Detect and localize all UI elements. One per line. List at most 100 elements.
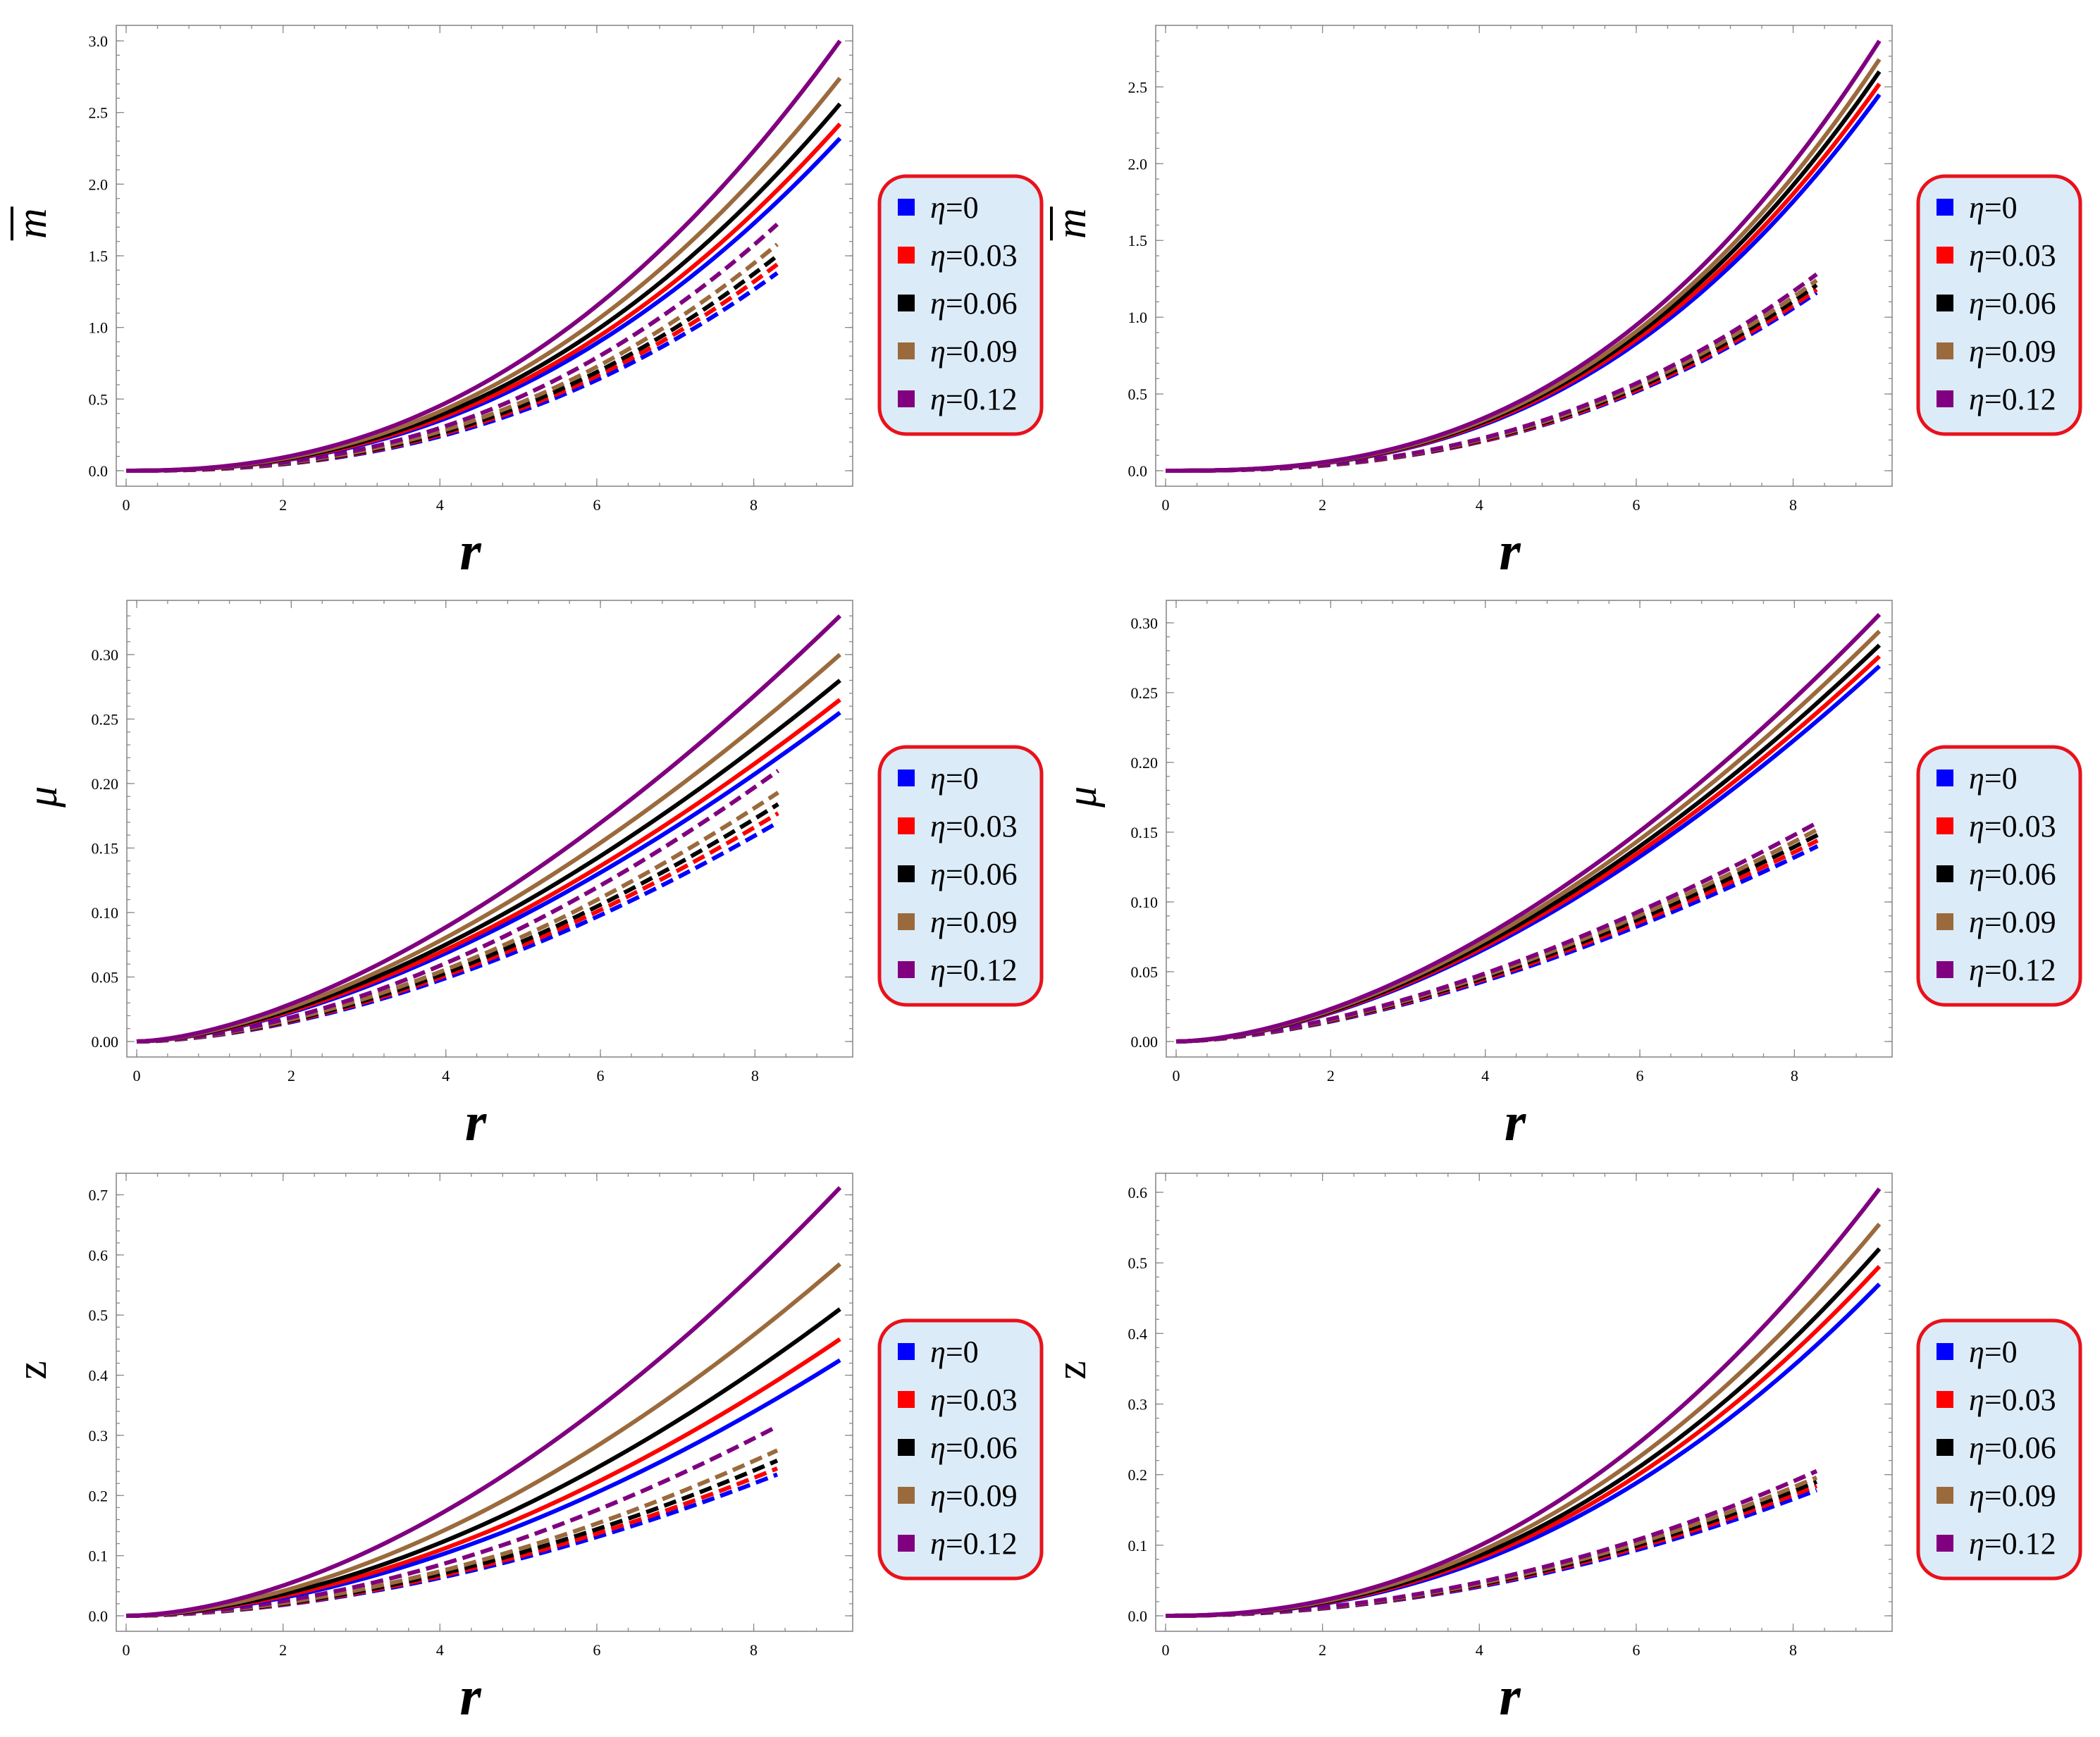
legend-swatch	[1937, 769, 1953, 786]
legend-label: η=0.03	[930, 809, 1018, 843]
y-tick-label: 0.25	[1131, 684, 1159, 702]
legend-swatch	[898, 817, 915, 834]
legend-label: η=0	[1969, 1335, 2018, 1369]
legend-swatch	[1937, 913, 1953, 930]
y-tick-label: 0.10	[92, 904, 119, 922]
y-tick-label: 0.1	[1128, 1537, 1148, 1554]
dashed-series-line-2	[136, 802, 779, 1044]
y-tick-label: 0.15	[92, 839, 119, 857]
legend-label: η=0.09	[930, 905, 1018, 939]
x-tick-label: 8	[751, 1067, 759, 1084]
y-tick-label: 0.20	[1131, 754, 1159, 772]
panel-mu-right: 0 2 4 6 80.000.050.100.150.200.250.30μrη=0η=…	[1058, 600, 2082, 1152]
y-tick-label: 0.5	[89, 390, 109, 408]
legend-label: η=0.06	[930, 286, 1018, 321]
solid-series-line-0	[1165, 1282, 1882, 1618]
x-axis-label: r	[1499, 1665, 1521, 1726]
legend-swatch	[898, 1439, 915, 1456]
legend-label: η=0.06	[1969, 1430, 2056, 1465]
x-axis-label: r	[459, 520, 481, 581]
x-tick-label: 2	[1318, 1641, 1326, 1659]
y-tick-label: 0.5	[1128, 1254, 1148, 1272]
legend-label: η=0.12	[1969, 953, 2056, 987]
y-tick-label: 0.10	[1131, 894, 1159, 911]
legend: η=0 η=0.03 η=0.06 η=0.09 η=0.12	[877, 745, 1044, 1007]
legend-swatch	[1937, 295, 1953, 311]
x-tick-label: 4	[1476, 496, 1483, 514]
y-tick-label: 0.5	[89, 1306, 109, 1324]
x-tick-label: 0	[1162, 496, 1170, 514]
y-tick-label: 0.05	[92, 968, 119, 986]
x-tick-label: 4	[442, 1067, 450, 1084]
legend-label: η=0.06	[1969, 857, 2056, 891]
y-tick-label: 0.0	[1128, 462, 1148, 480]
y-axis-label: m	[1048, 209, 1094, 239]
x-tick-label: 0	[133, 1067, 141, 1084]
y-tick-label: 1.0	[1128, 309, 1148, 326]
x-tick-label: 4	[1476, 1641, 1483, 1659]
legend-swatch	[898, 390, 915, 407]
legend-swatch	[1937, 817, 1953, 834]
y-axis-label: m	[8, 209, 55, 239]
y-axis-label: z	[8, 1361, 55, 1380]
y-tick-label: 0.5	[1128, 385, 1148, 403]
x-tick-label: 0	[1173, 1067, 1180, 1084]
panel-z-right: 0 2 4 6 80.00.10.20.30.40.50.6zrη=0η=0.03η=0…	[1048, 1173, 2082, 1726]
legend-box	[1916, 174, 2082, 436]
legend-label: η=0.03	[930, 238, 1018, 273]
y-tick-label: 0.1	[89, 1547, 109, 1565]
solid-series-line-4	[1165, 1187, 1882, 1618]
legend-swatch	[898, 1535, 915, 1552]
y-tick-label: 0.05	[1131, 963, 1159, 981]
y-axis-label: z	[1048, 1361, 1094, 1380]
legend-swatch	[898, 961, 915, 978]
legend-label: η=0.03	[1969, 238, 2056, 273]
legend-box	[1916, 1318, 2082, 1581]
x-tick-label: 2	[279, 496, 287, 514]
x-tick-label: 0	[1162, 1641, 1170, 1659]
y-tick-label: 0.30	[92, 646, 119, 664]
y-tick-label: 0.6	[89, 1247, 109, 1264]
x-tick-label: 8	[1789, 496, 1797, 514]
dashed-series-line-3	[125, 1448, 779, 1618]
legend-label: η=0.12	[1969, 382, 2056, 416]
legend-label: η=0.09	[930, 1478, 1018, 1513]
y-tick-label: 0.4	[89, 1367, 109, 1385]
legend: η=0 η=0.03 η=0.06 η=0.09 η=0.12	[1916, 174, 2082, 436]
legend-swatch	[898, 247, 915, 264]
dashed-series-line-4	[125, 223, 779, 473]
legend-label: η=0.09	[930, 334, 1018, 369]
y-tick-label: 0.6	[1128, 1184, 1148, 1201]
legend-swatch	[1937, 247, 1953, 264]
y-tick-label: 2.0	[89, 175, 109, 193]
legend-swatch	[1937, 199, 1953, 216]
legend-label: η=0.09	[1969, 905, 2056, 939]
x-tick-label: 6	[593, 496, 600, 514]
x-axis-label: r	[459, 1665, 481, 1726]
legend-swatch	[1937, 390, 1953, 407]
x-tick-label: 8	[1789, 1641, 1797, 1659]
y-tick-label: 0.00	[1131, 1033, 1159, 1051]
x-tick-label: 6	[597, 1067, 605, 1084]
y-tick-label: 0.2	[89, 1487, 109, 1504]
legend-box	[877, 745, 1044, 1007]
legend-box	[877, 174, 1044, 436]
x-tick-label: 2	[279, 1641, 287, 1659]
dashed-series-line-4	[125, 1424, 779, 1618]
dashed-series-line-3	[125, 242, 779, 473]
x-axis-label: r	[465, 1091, 487, 1152]
dashed-series-line-1	[1166, 288, 1818, 473]
y-tick-label: 0.20	[92, 775, 119, 793]
solid-series-line-0	[1166, 93, 1882, 473]
legend-label: η=0	[1969, 190, 2018, 225]
legend-swatch	[1937, 342, 1953, 359]
solid-series-line-2	[125, 1307, 841, 1618]
legend-swatch	[1937, 1535, 1953, 1552]
legend-label: η=0	[930, 761, 979, 796]
y-tick-label: 0.7	[89, 1187, 109, 1204]
legend-swatch	[898, 865, 915, 882]
y-tick-label: 0.25	[92, 710, 119, 728]
solid-series-line-3	[1165, 1223, 1882, 1618]
legend-swatch	[898, 913, 915, 930]
